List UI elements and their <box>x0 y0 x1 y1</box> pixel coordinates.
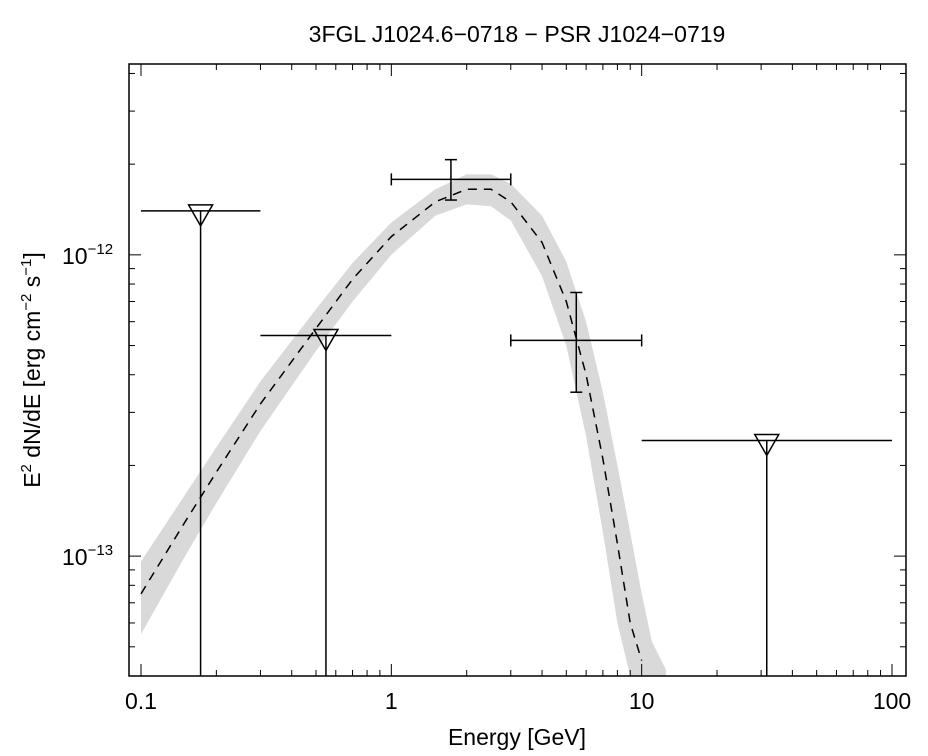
plot-frame <box>128 63 907 677</box>
x-tick-label: 0.1 <box>125 688 157 714</box>
upper-limit-marker <box>753 433 781 457</box>
y-axis-label: E2 dN/dE [erg cm−2 s−1] <box>18 252 45 488</box>
x-tick-label: 1 <box>385 688 398 714</box>
flux-point <box>510 291 643 393</box>
chart-title: 3FGL J1024.6−0718 − PSR J1024−0719 <box>309 21 726 47</box>
y-tick-label: 10−13 <box>62 542 113 570</box>
upper-limit-marker <box>312 328 340 352</box>
flux-point <box>390 158 512 201</box>
upper-limit-point <box>141 204 261 676</box>
upper-limit-point <box>641 433 892 676</box>
upper-limit-marker <box>187 204 214 228</box>
model-curve <box>140 188 643 661</box>
x-axis-label: Energy [GeV] <box>448 724 586 750</box>
x-tick-label: 10 <box>629 688 655 714</box>
upper-limit-point <box>260 328 392 676</box>
uncertainty-band <box>141 174 666 676</box>
x-tick-label: 100 <box>873 688 911 714</box>
y-tick-label: 10−12 <box>62 241 113 269</box>
